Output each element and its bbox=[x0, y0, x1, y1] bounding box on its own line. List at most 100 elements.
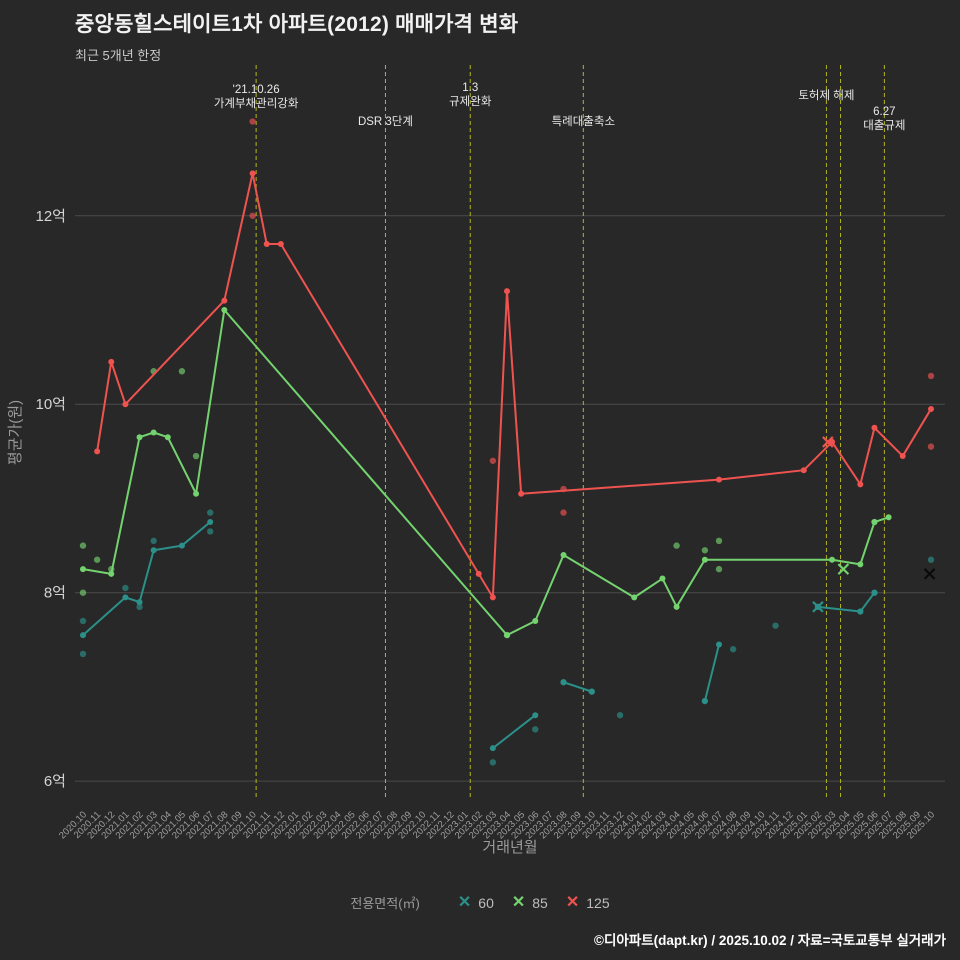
series-point-125 bbox=[518, 490, 525, 497]
legend-item-125[interactable]: ✕ 125 bbox=[565, 894, 610, 912]
scatter-point-85 bbox=[192, 452, 200, 460]
legend-item-label: 85 bbox=[532, 895, 548, 911]
series-point-60 bbox=[532, 712, 539, 719]
series-point-60 bbox=[716, 641, 722, 648]
series-point-125 bbox=[899, 453, 906, 460]
series-point-125 bbox=[716, 476, 722, 483]
series-point-125 bbox=[122, 401, 129, 408]
series-line-125 bbox=[96, 172, 932, 599]
price-history-chart: 6억 8억 10억 12억 '21.10.26 가계부채관리강화 DSR 3단계 1.3 규제완… bbox=[7, 65, 945, 856]
series-point-85 bbox=[631, 594, 638, 601]
series-point-60 bbox=[122, 594, 129, 601]
series-point-85 bbox=[150, 429, 157, 436]
series-point-85 bbox=[829, 556, 836, 563]
series-point-85 bbox=[193, 490, 200, 497]
event-label: 가계부채관리강화 bbox=[214, 97, 299, 110]
cancel-x-marker bbox=[923, 568, 936, 580]
scatter-point-85 bbox=[79, 589, 87, 596]
scatter-point-85 bbox=[715, 565, 723, 573]
legend-item-label: 125 bbox=[586, 895, 610, 911]
event-label: 1.3 bbox=[462, 82, 478, 94]
series-point-85 bbox=[871, 519, 878, 526]
scatter-point-60 bbox=[79, 650, 87, 658]
legend-item-60[interactable]: ✕ 60 bbox=[457, 894, 494, 912]
scatter-point-85 bbox=[715, 537, 723, 545]
scatter-point-60 bbox=[729, 646, 737, 653]
series-point-125 bbox=[263, 241, 270, 248]
series-point-85 bbox=[221, 307, 228, 313]
scatter-point-85 bbox=[93, 556, 101, 563]
scatter-point-60 bbox=[616, 711, 624, 719]
y-tick-label: 8억 bbox=[44, 585, 66, 602]
series-point-85 bbox=[504, 632, 510, 639]
series-point-125 bbox=[94, 448, 101, 455]
event-label: 6.27 bbox=[873, 106, 895, 118]
event-label: 토허제 해제 bbox=[798, 89, 854, 102]
scatter-point-60 bbox=[79, 617, 87, 625]
event-label: 규제완화 bbox=[449, 95, 492, 108]
series-line-60 bbox=[491, 714, 537, 750]
chart-footer: ©디아파트(dapt.kr) / 2025.10.02 / 자료=국토교통부 실… bbox=[594, 933, 946, 948]
series-line-60 bbox=[816, 591, 876, 613]
series-point-60 bbox=[560, 679, 567, 686]
event-label: '21.10.26 bbox=[233, 84, 280, 96]
series-point-125 bbox=[475, 570, 482, 577]
x-axis-label: 거래년월 bbox=[482, 839, 537, 856]
legend-marker-icon: ✕ bbox=[511, 894, 526, 911]
scatter-point-85 bbox=[178, 368, 186, 375]
series-point-125 bbox=[277, 241, 284, 248]
series-point-85 bbox=[673, 603, 680, 610]
event-label: 특례대출축소 bbox=[552, 115, 615, 128]
series-point-85 bbox=[857, 561, 864, 568]
scatter-point-85 bbox=[701, 547, 709, 554]
series-point-85 bbox=[659, 575, 666, 582]
series-point-60 bbox=[701, 698, 708, 705]
series-point-125 bbox=[928, 405, 934, 412]
scatter-point-60 bbox=[532, 726, 539, 733]
scatter-point-125 bbox=[927, 372, 935, 380]
page-subtitle: 최근 5개년 한정 bbox=[75, 48, 162, 63]
scatter-point-125 bbox=[489, 457, 497, 464]
legend-marker-icon: ✕ bbox=[565, 894, 580, 911]
series-point-85 bbox=[701, 556, 708, 563]
series-point-60 bbox=[489, 745, 496, 752]
legend-item-85[interactable]: ✕ 85 bbox=[511, 894, 548, 912]
scatter-point-125 bbox=[560, 509, 567, 516]
y-tick-label: 10억 bbox=[36, 396, 67, 413]
scatter-point-60 bbox=[489, 759, 497, 766]
cancel-x-marker bbox=[837, 563, 850, 575]
cancel-x-marker bbox=[812, 601, 824, 613]
chart-legend: 전용면적(㎡) ✕ 60 ✕ 85 ✕ 125 bbox=[0, 893, 960, 912]
scatter-point-125 bbox=[249, 118, 256, 125]
chart-header: 중앙동힐스테이트1차 아파트(2012) 매매가격 변화 최근 5개년 한정 bbox=[75, 8, 518, 64]
series-point-60 bbox=[150, 547, 157, 554]
scatter-point-60 bbox=[772, 622, 779, 629]
scatter-point-85 bbox=[673, 542, 680, 549]
series-point-85 bbox=[164, 434, 171, 441]
series-point-125 bbox=[871, 424, 878, 431]
scatter-point-60 bbox=[122, 584, 129, 592]
legend-marker-icon: ✕ bbox=[457, 894, 472, 911]
series-point-125 bbox=[857, 481, 864, 488]
series-point-85 bbox=[136, 434, 143, 441]
event-label: DSR 3단계 bbox=[358, 115, 413, 128]
legend-items: ✕ 60 ✕ 85 ✕ 125 bbox=[440, 894, 610, 912]
scatter-point-60 bbox=[207, 509, 214, 516]
legend-title: 전용면적(㎡) bbox=[350, 896, 420, 911]
scatter-point-60 bbox=[150, 537, 157, 545]
series-point-85 bbox=[80, 566, 86, 573]
series-point-85 bbox=[532, 617, 539, 624]
cancel-x-marker bbox=[822, 436, 834, 448]
series-line-60 bbox=[703, 643, 720, 703]
scatter-point-60 bbox=[207, 528, 214, 535]
series-point-125 bbox=[221, 297, 228, 304]
y-tick-label: 6억 bbox=[44, 773, 66, 790]
series-line-60 bbox=[562, 681, 593, 693]
series-point-60 bbox=[871, 589, 878, 596]
series-point-85 bbox=[108, 570, 115, 577]
series-point-125 bbox=[800, 467, 807, 474]
series-point-125 bbox=[249, 170, 256, 177]
event-label: 대출규제 bbox=[863, 119, 905, 132]
series-point-85 bbox=[560, 552, 567, 558]
